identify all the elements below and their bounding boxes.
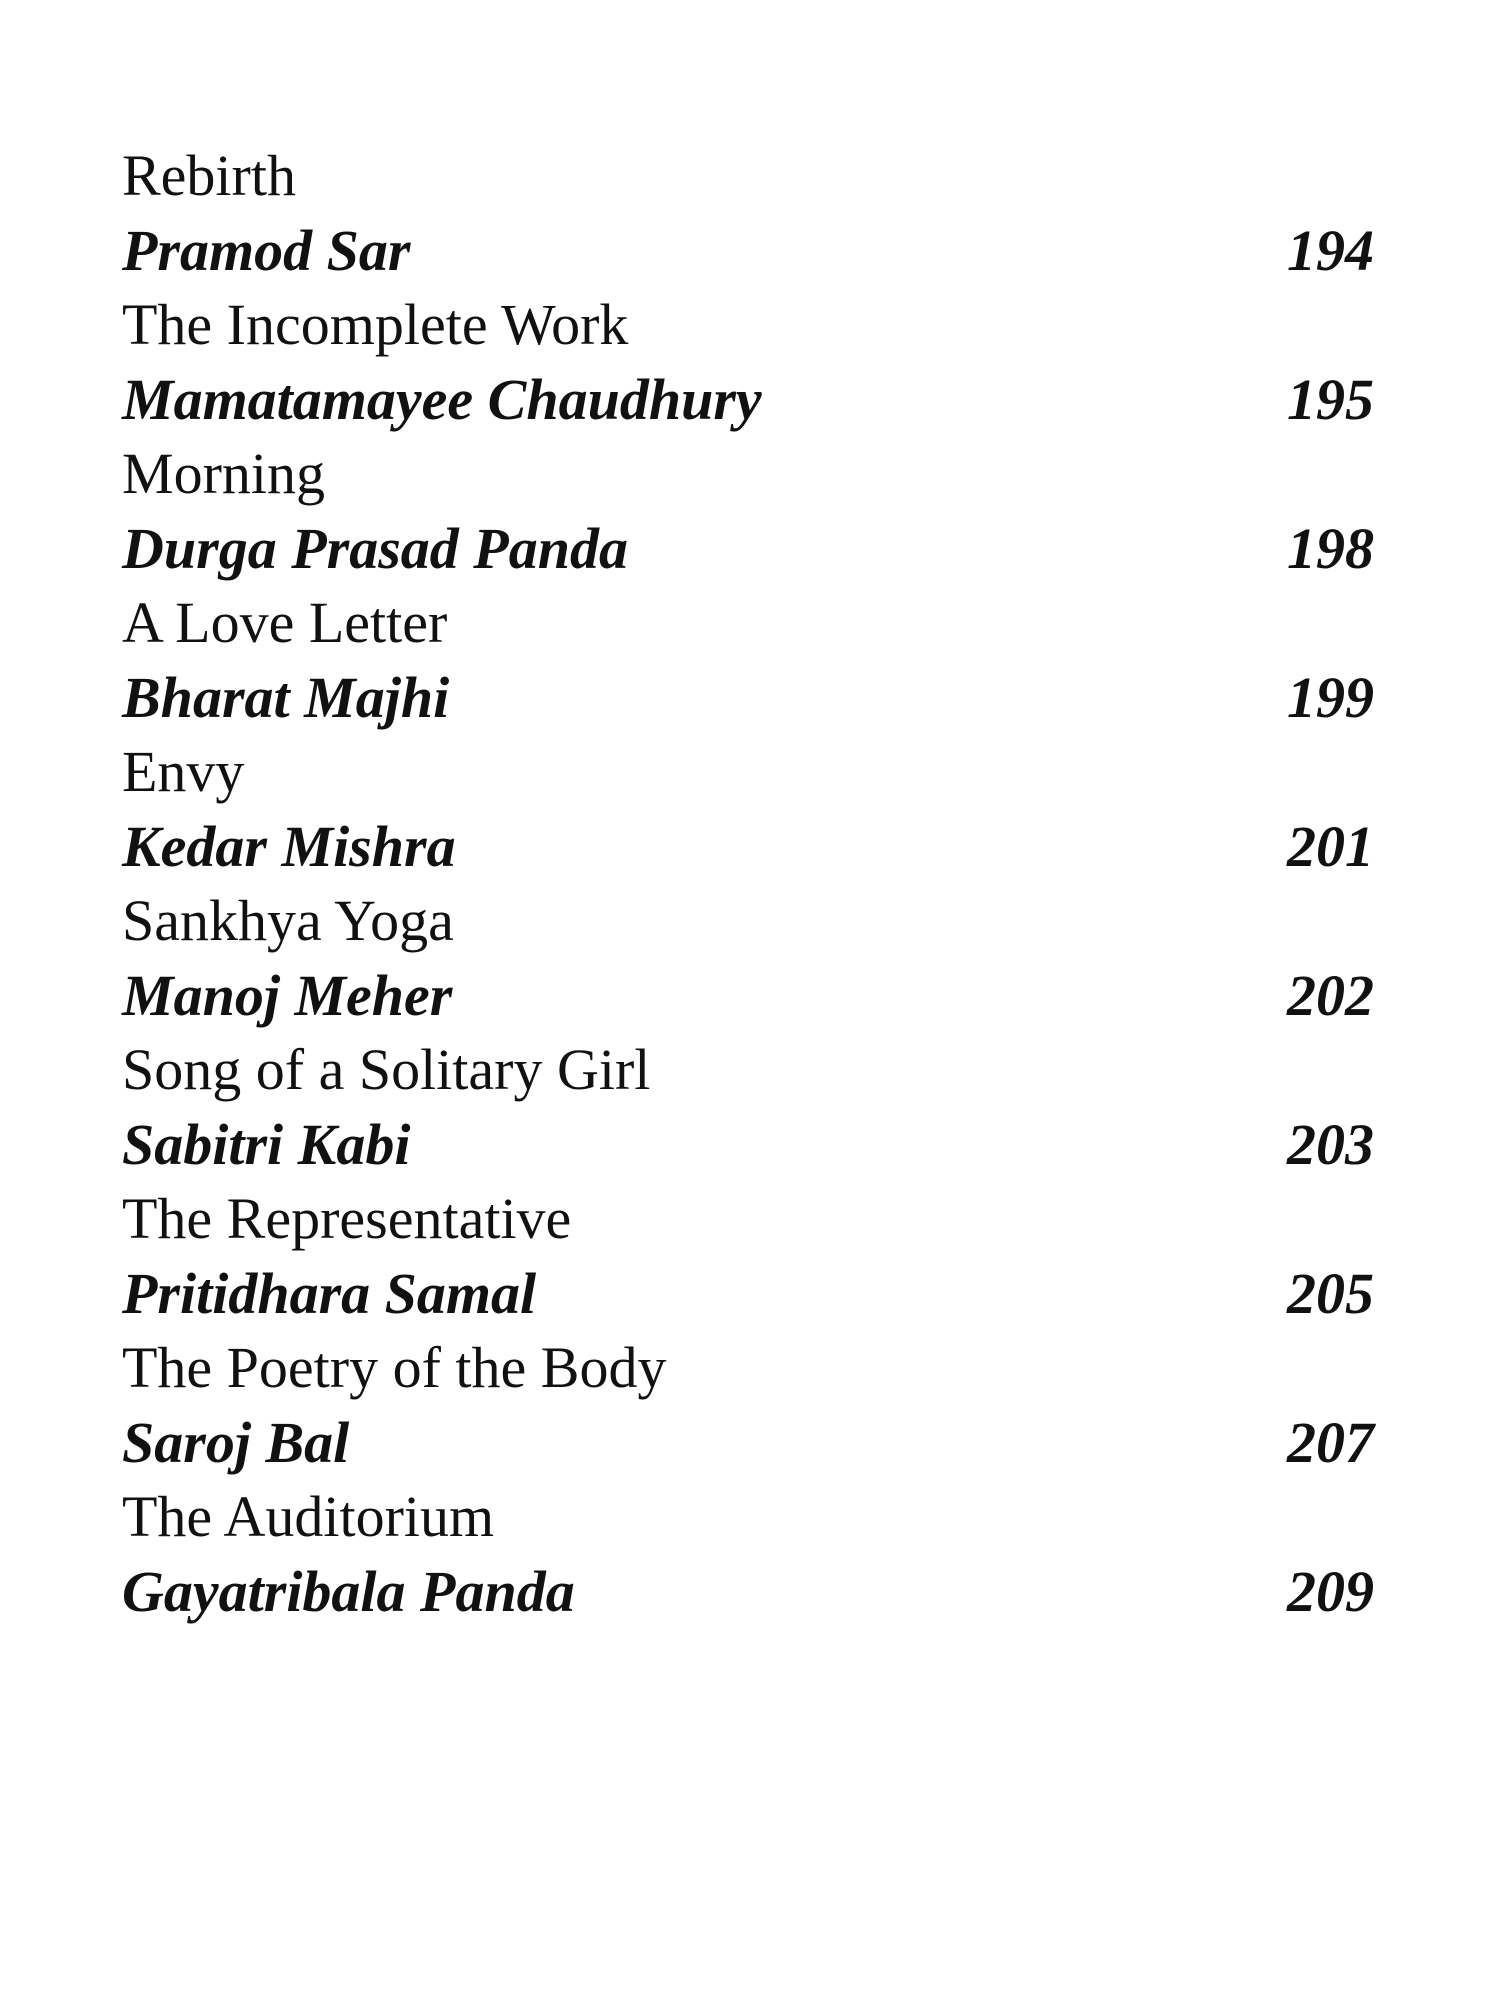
- toc-entry-title-row: A Love Letter: [122, 586, 1374, 661]
- entry-author: Manoj Meher: [122, 962, 453, 1028]
- entry-title: Envy: [122, 739, 245, 804]
- entry-title: Rebirth: [122, 143, 296, 208]
- toc-entry-author-row: Sabitri Kabi 203: [122, 1108, 1374, 1183]
- entry-author: Pritidhara Samal: [122, 1260, 537, 1326]
- entry-title: Sankhya Yoga: [122, 888, 454, 953]
- toc-entry-title-row: Morning: [122, 437, 1374, 512]
- toc-entry-title-row: Rebirth: [122, 139, 1374, 214]
- entry-page-number: 209: [1287, 1558, 1374, 1624]
- entry-title: The Incomplete Work: [122, 292, 629, 357]
- entry-author: Bharat Majhi: [122, 664, 450, 730]
- toc-entry-author-row: Gayatribala Panda 209: [122, 1555, 1374, 1630]
- toc-entry-title-row: The Incomplete Work: [122, 288, 1374, 363]
- entry-title: A Love Letter: [122, 590, 448, 655]
- toc-entry-author-row: Kedar Mishra 201: [122, 810, 1374, 885]
- entry-page-number: 203: [1287, 1111, 1374, 1177]
- entry-author: Durga Prasad Panda: [122, 515, 628, 581]
- entry-title: The Representative: [122, 1186, 572, 1251]
- entry-page-number: 199: [1287, 664, 1374, 730]
- table-of-contents: Rebirth Pramod Sar 194 The Incomplete Work M…: [122, 139, 1374, 1629]
- toc-entry-author-row: Pritidhara Samal 205: [122, 1257, 1374, 1332]
- entry-author: Sabitri Kabi: [122, 1111, 411, 1177]
- entry-title: The Poetry of the Body: [122, 1335, 667, 1400]
- toc-entry-title-row: Song of a Solitary Girl: [122, 1033, 1374, 1108]
- toc-entry-author-row: Bharat Majhi 199: [122, 661, 1374, 736]
- toc-entry-author-row: Manoj Meher 202: [122, 959, 1374, 1034]
- entry-author: Mamatamayee Chaudhury: [122, 366, 762, 432]
- entry-author: Gayatribala Panda: [122, 1558, 575, 1624]
- entry-page-number: 201: [1287, 813, 1374, 879]
- entry-page-number: 202: [1287, 962, 1374, 1028]
- entry-page-number: 207: [1287, 1409, 1374, 1475]
- toc-entry-title-row: The Auditorium: [122, 1480, 1374, 1555]
- toc-entry-author-row: Saroj Bal 207: [122, 1406, 1374, 1481]
- entry-author: Pramod Sar: [122, 217, 411, 283]
- entry-page-number: 205: [1287, 1260, 1374, 1326]
- toc-entry-author-row: Pramod Sar 194: [122, 214, 1374, 289]
- toc-entry-title-row: Envy: [122, 735, 1374, 810]
- toc-entry-author-row: Durga Prasad Panda 198: [122, 512, 1374, 587]
- entry-page-number: 194: [1287, 217, 1374, 283]
- toc-entry-title-row: Sankhya Yoga: [122, 884, 1374, 959]
- entry-title: Morning: [122, 441, 325, 506]
- entry-author: Kedar Mishra: [122, 813, 456, 879]
- entry-page-number: 198: [1287, 515, 1374, 581]
- entry-author: Saroj Bal: [122, 1409, 350, 1475]
- entry-title: Song of a Solitary Girl: [122, 1037, 651, 1102]
- entry-title: The Auditorium: [122, 1484, 495, 1549]
- entry-page-number: 195: [1287, 366, 1374, 432]
- toc-entry-title-row: The Representative: [122, 1182, 1374, 1257]
- toc-entry-author-row: Mamatamayee Chaudhury 195: [122, 363, 1374, 438]
- toc-entry-title-row: The Poetry of the Body: [122, 1331, 1374, 1406]
